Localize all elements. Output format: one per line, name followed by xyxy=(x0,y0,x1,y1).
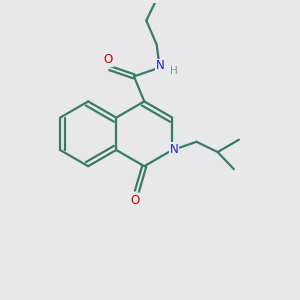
Text: N: N xyxy=(156,59,165,72)
Text: H: H xyxy=(170,66,178,76)
Text: O: O xyxy=(104,53,113,66)
Text: O: O xyxy=(131,194,140,207)
Text: N: N xyxy=(169,143,178,156)
